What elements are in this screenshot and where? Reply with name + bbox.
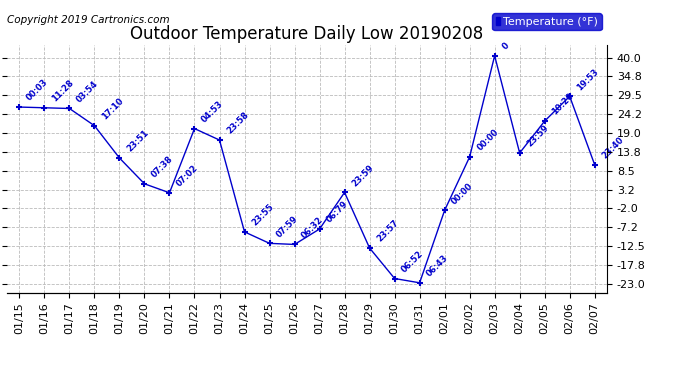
Text: Copyright 2019 Cartronics.com: Copyright 2019 Cartronics.com: [7, 15, 170, 25]
Text: 23:58: 23:58: [225, 111, 250, 136]
Text: 06:43: 06:43: [425, 254, 451, 279]
Text: 23:55: 23:55: [250, 202, 275, 228]
Title: Outdoor Temperature Daily Low 20190208: Outdoor Temperature Daily Low 20190208: [130, 26, 484, 44]
Text: 07:02: 07:02: [175, 164, 200, 189]
Text: 00:00: 00:00: [450, 181, 475, 206]
Text: 06:32: 06:32: [300, 215, 325, 240]
Text: 06:79: 06:79: [325, 200, 351, 225]
Text: 04:53: 04:53: [200, 99, 225, 124]
Text: 11:28: 11:28: [50, 78, 75, 104]
Text: 00:03: 00:03: [25, 78, 50, 103]
Text: 19:53: 19:53: [575, 67, 600, 92]
Text: 00:00: 00:00: [475, 128, 500, 153]
Text: 23:51: 23:51: [125, 129, 150, 154]
Text: 06:52: 06:52: [400, 249, 426, 274]
Text: 03:54: 03:54: [75, 79, 100, 104]
Legend: Temperature (°F): Temperature (°F): [493, 13, 602, 30]
Text: 17:10: 17:10: [100, 96, 125, 122]
Text: 07:59: 07:59: [275, 214, 300, 239]
Text: 23:40: 23:40: [600, 135, 625, 160]
Text: 0: 0: [500, 41, 511, 52]
Text: 23:59: 23:59: [525, 124, 551, 149]
Text: 23:59: 23:59: [350, 163, 375, 188]
Text: 10:20: 10:20: [550, 92, 575, 117]
Text: 23:57: 23:57: [375, 219, 400, 244]
Text: 07:38: 07:38: [150, 154, 175, 180]
